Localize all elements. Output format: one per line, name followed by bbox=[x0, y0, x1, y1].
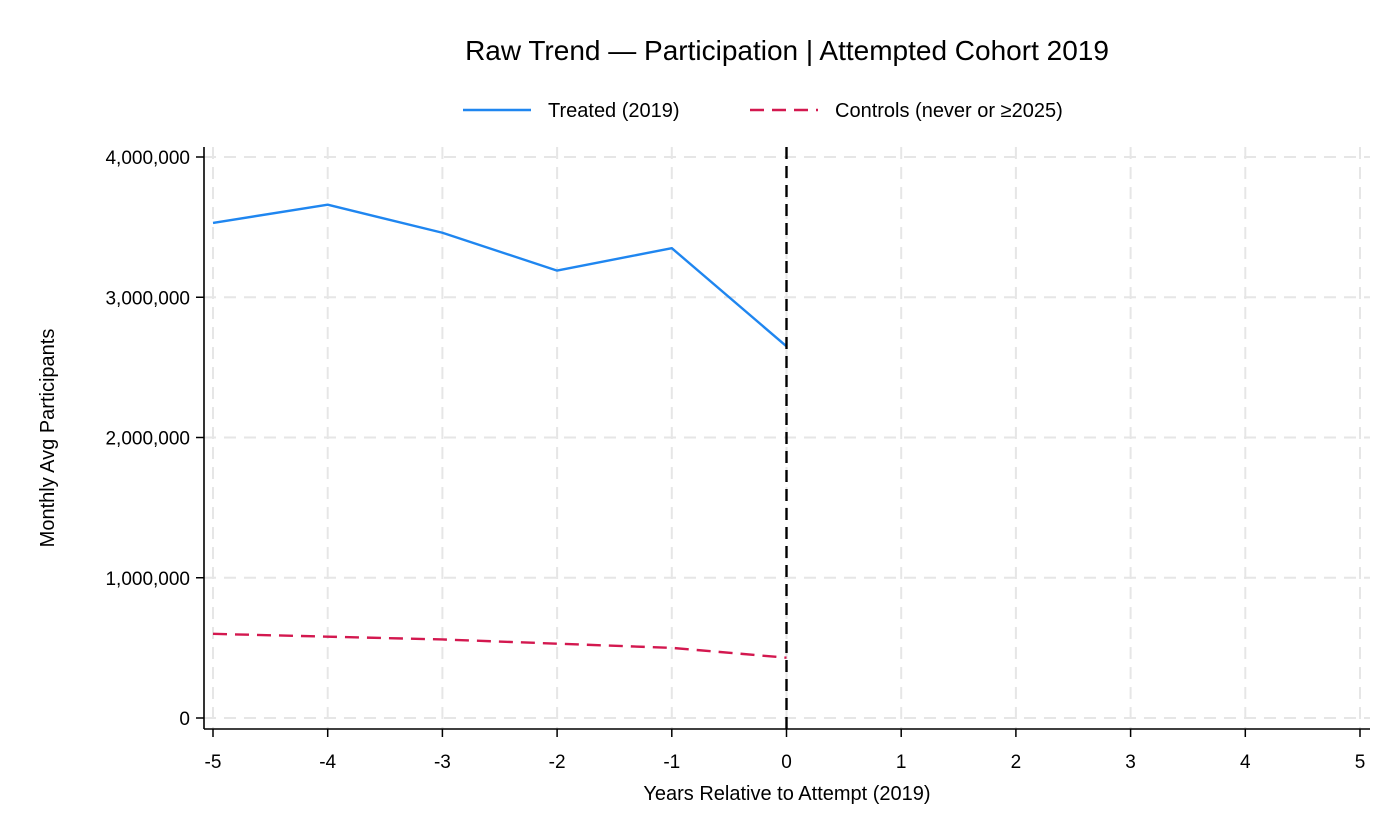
series-line-0 bbox=[212, 203, 788, 348]
x-tick-label: 4 bbox=[1240, 752, 1251, 773]
legend-label-0: Treated (2019) bbox=[548, 100, 680, 122]
x-tick-label: 1 bbox=[896, 752, 907, 773]
series-line-1 bbox=[212, 632, 787, 659]
x-tick-label: -2 bbox=[549, 752, 566, 773]
y-axis-title: Monthly Avg Participants bbox=[37, 329, 59, 548]
x-tick-label: -1 bbox=[663, 752, 680, 773]
x-tick-label: 3 bbox=[1125, 752, 1136, 773]
x-tick-label: 2 bbox=[1011, 752, 1022, 773]
series-layer bbox=[212, 147, 788, 729]
y-tick-label: 3,000,000 bbox=[105, 288, 190, 309]
y-tick-label: 2,000,000 bbox=[105, 429, 190, 450]
x-tick-label: 0 bbox=[781, 752, 792, 773]
chart-title: Raw Trend — Participation | Attempted Co… bbox=[465, 35, 1109, 66]
x-tick-label: -5 bbox=[205, 752, 222, 773]
x-tick-label: -3 bbox=[434, 752, 451, 773]
legend: Treated (2019) Controls (never or ≥2025) bbox=[463, 100, 1063, 122]
legend-label-1: Controls (never or ≥2025) bbox=[835, 100, 1063, 122]
y-tick-label: 1,000,000 bbox=[105, 569, 190, 590]
y-tick-label: 0 bbox=[179, 709, 190, 730]
x-axis-title: Years Relative to Attempt (2019) bbox=[643, 783, 930, 805]
x-tick-label: 5 bbox=[1355, 752, 1366, 773]
y-tick-label: 4,000,000 bbox=[105, 148, 190, 169]
x-tick-label: -4 bbox=[319, 752, 336, 773]
